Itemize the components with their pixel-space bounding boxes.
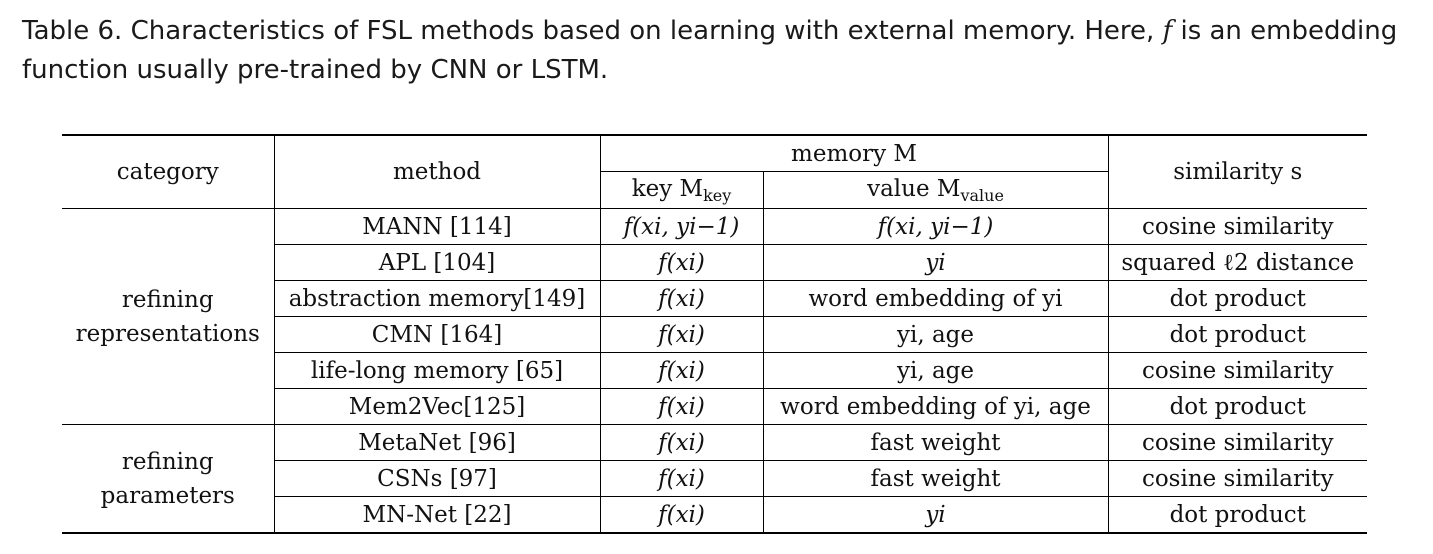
similarity-cell: cosine similarity	[1108, 424, 1367, 461]
similarity-cell: squared ℓ2 distance	[1108, 244, 1367, 281]
key-cell: f(xi)	[600, 352, 764, 389]
method-cell: MetaNet [96]	[274, 424, 601, 461]
caption-prefix: Table 6. Characteristics of FSL methods …	[22, 16, 1163, 46]
table-row: CSNs [97] f(xi) fast weight cosine simil…	[62, 460, 1367, 497]
similarity-cell: dot product	[1108, 280, 1367, 317]
similarity-cell: cosine similarity	[1108, 208, 1367, 245]
header-similarity: similarity s	[1108, 134, 1367, 209]
table-row: refining parameters MetaNet [96] f(xi) f…	[62, 424, 1367, 534]
header-value: value Mvalue	[763, 171, 1109, 209]
key-cell: f(xi)	[600, 388, 764, 425]
header-value-sub: value	[960, 185, 1004, 205]
method-cell: Mem2Vec[125]	[274, 388, 601, 425]
key-cell: f(xi)	[600, 460, 764, 497]
value-cell: yi	[763, 244, 1109, 281]
table-caption: Table 6. Characteristics of FSL methods …	[22, 12, 1422, 90]
key-cell: f(xi)	[600, 316, 764, 353]
value-cell: f(xi, yi−1)	[763, 208, 1109, 245]
similarity-cell: cosine similarity	[1108, 460, 1367, 497]
category-label-line2: representations	[75, 320, 260, 347]
header-key-text: key M	[631, 175, 704, 202]
table-row: refining representations MANN [114] f(xi…	[62, 208, 1367, 425]
category-cell-representations: refining representations	[62, 208, 275, 425]
value-cell: fast weight	[763, 460, 1109, 497]
method-cell: MN-Net [22]	[274, 496, 601, 534]
header-value-text: value M	[867, 175, 961, 202]
table-row: APL [104] f(xi) yi squared ℓ2 distance	[62, 244, 1367, 281]
category-label-line2: parameters	[100, 482, 235, 509]
value-cell: yi, age	[763, 352, 1109, 389]
table-row: CMN [164] f(xi) yi, age dot product	[62, 316, 1367, 353]
category-cell-parameters: refining parameters	[62, 424, 275, 534]
method-cell: life-long memory [65]	[274, 352, 601, 389]
method-cell: MANN [114]	[274, 208, 601, 245]
header-row-1: category method memory M similarity s	[62, 134, 1367, 209]
header-method: method	[274, 134, 601, 209]
value-cell: word embedding of yi	[763, 280, 1109, 317]
key-cell: f(xi)	[600, 496, 764, 534]
similarity-cell: dot product	[1169, 393, 1306, 420]
caption-f-symbol: f	[1162, 16, 1173, 46]
header-category: category	[62, 134, 275, 209]
category-label-line1: refining	[121, 448, 214, 475]
value-cell: yi, age	[763, 316, 1109, 353]
header-memory-text: memory M	[791, 140, 917, 167]
key-cell: f(xi)	[600, 244, 764, 281]
caption-suffix: is an embedding function usually pre-tra…	[22, 16, 1398, 85]
value-cell: fast weight	[763, 424, 1109, 461]
method-cell: abstraction memory[149]	[274, 280, 601, 317]
similarity-cell: dot product	[1108, 316, 1367, 353]
method-cell: CSNs [97]	[274, 460, 601, 497]
method-cell: APL [104]	[274, 244, 601, 281]
fsl-memory-table: category method memory M similarity s ke…	[62, 134, 1367, 534]
table-row: Mem2Vec[125] f(xi) word embedding of yi,…	[62, 388, 1367, 425]
header-memory: memory M	[600, 134, 1109, 172]
key-cell: f(xi, yi−1)	[600, 208, 764, 245]
key-cell: f(xi)	[600, 424, 764, 461]
value-cell: yi	[763, 496, 1109, 534]
table-row: life-long memory [65] f(xi) yi, age cosi…	[62, 352, 1367, 389]
header-row-2: key Mkey value Mvalue	[62, 171, 1367, 209]
category-label-line1: refining	[121, 286, 214, 313]
table-row: abstraction memory[149] f(xi) word embed…	[62, 280, 1367, 317]
key-cell: f(xi)	[600, 280, 764, 317]
similarity-cell: cosine similarity	[1108, 352, 1367, 389]
method-cell: CMN [164]	[274, 316, 601, 353]
header-key-sub: key	[703, 185, 732, 205]
value-cell: word embedding of yi, age	[763, 388, 1109, 425]
similarity-cell: dot product	[1108, 496, 1367, 534]
header-key: key Mkey	[600, 171, 764, 209]
table-row: MN-Net [22] f(xi) yi dot product	[62, 496, 1367, 534]
